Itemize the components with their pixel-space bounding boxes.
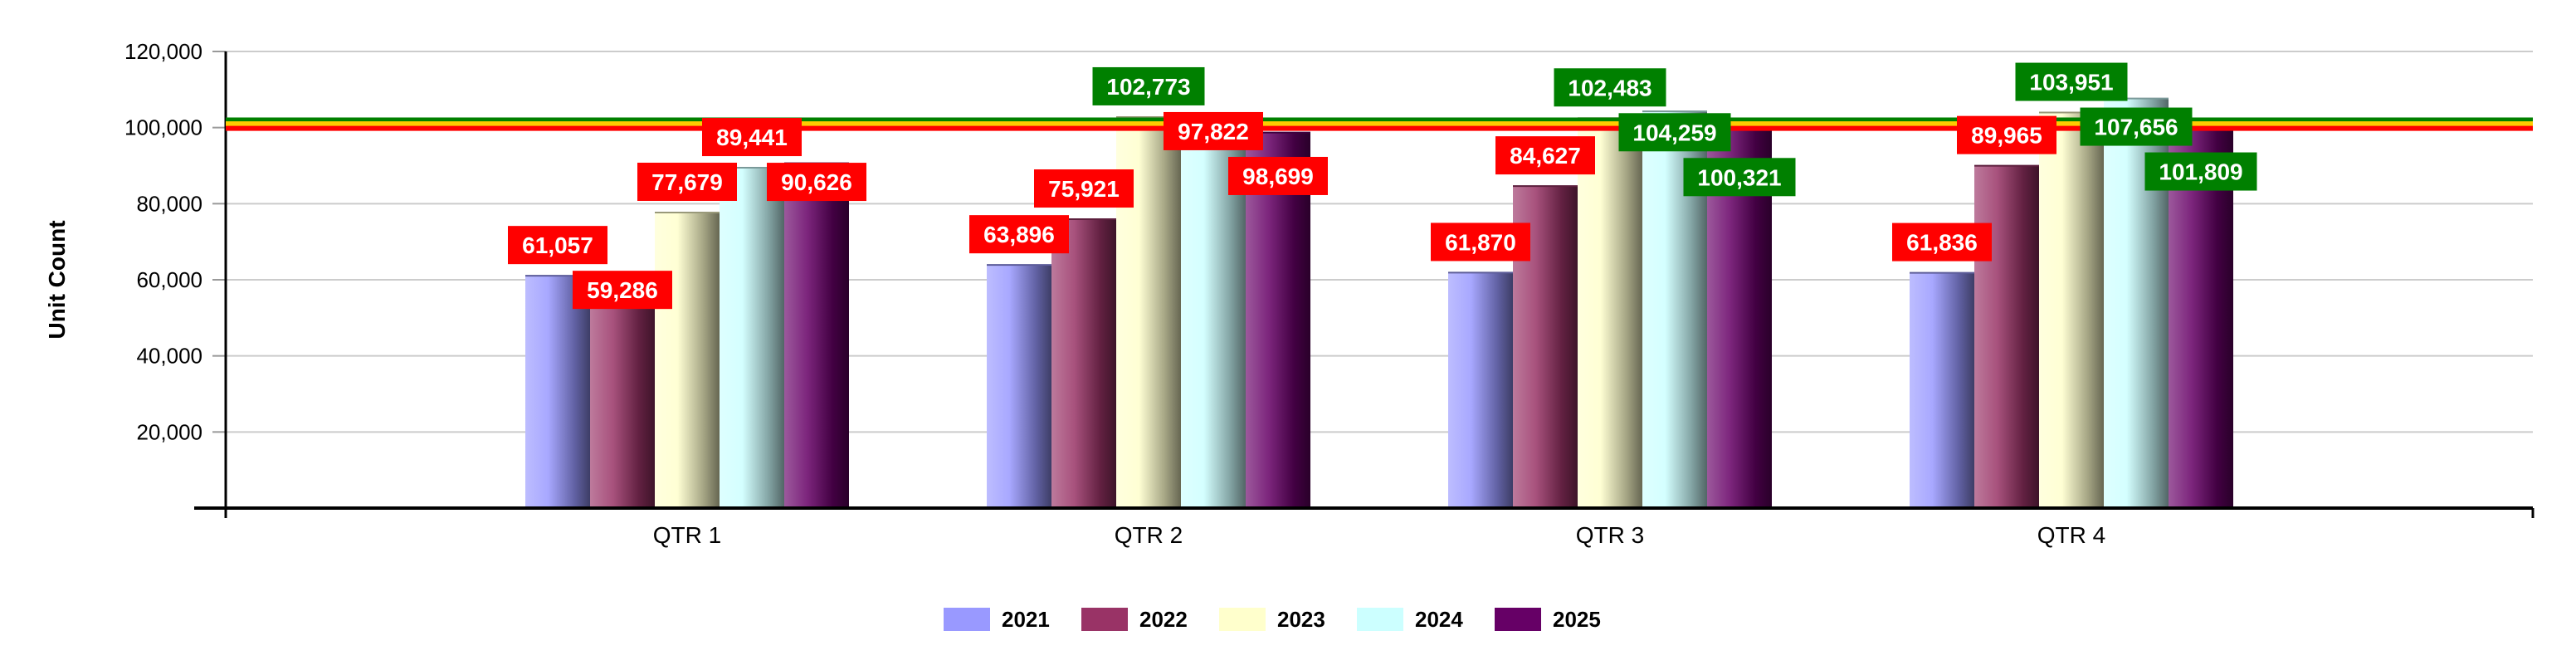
legend-swatch-2022 [1081, 608, 1128, 631]
bar-2024-qtr2 [1181, 135, 1246, 508]
legend-label-2021: 2021 [1002, 607, 1050, 632]
legend-swatch-2021 [944, 608, 990, 631]
bar-2021-qtr2 [987, 265, 1051, 508]
legend-swatch-2025 [1495, 608, 1541, 631]
y-tick-label: 80,000 [136, 191, 202, 216]
bar-2022-qtr4 [1974, 165, 2039, 509]
data-label: 61,836 [1906, 230, 1978, 256]
data-label-box [1164, 111, 1263, 150]
data-label: 77,679 [651, 169, 723, 195]
y-tick-label: 40,000 [136, 344, 202, 369]
legend-swatch-2023 [1219, 608, 1266, 631]
bar-2021-qtr1 [525, 276, 590, 508]
data-label: 89,965 [1971, 123, 2042, 149]
data-label-box [1683, 158, 1796, 197]
data-label-box [508, 226, 607, 265]
data-label: 103,951 [2029, 70, 2113, 95]
data-label: 59,286 [587, 277, 658, 303]
bar-2025-qtr2 [1246, 132, 1310, 508]
data-label-box [1092, 66, 1205, 105]
data-label-box [573, 271, 672, 310]
y-axis: 20,000 40,000 60,000 80,000 100,000 120,000 Un… [44, 39, 227, 509]
data-label-box [2080, 107, 2193, 146]
data-label-box [1892, 222, 1992, 262]
data-label-box [969, 215, 1069, 254]
data-label-box [1618, 113, 1731, 152]
data-label-box [2144, 152, 2257, 191]
data-label: 98,699 [1242, 164, 1314, 189]
data-label: 104,259 [1632, 120, 1716, 145]
bar-2024-qtr1 [720, 168, 784, 509]
data-label: 61,870 [1445, 229, 1516, 255]
data-labels: 61,057 59,286 77,679 89,441 90,626 63,896 75,9… [508, 62, 2257, 310]
x-tick-label: QTR 2 [1115, 522, 1183, 548]
data-label: 102,773 [1106, 74, 1190, 100]
y-axis-title: Unit Count [44, 220, 70, 339]
y-tick-label: 60,000 [136, 267, 202, 292]
data-label: 97,822 [1178, 119, 1249, 144]
bar-2023-qtr3 [1578, 118, 1642, 508]
bar-2021-qtr3 [1448, 272, 1513, 508]
data-label: 101,809 [2159, 159, 2242, 185]
data-label: 61,057 [522, 232, 593, 258]
legend-swatch-2024 [1357, 608, 1403, 631]
x-axis: QTR 1 QTR 2 QTR 3 QTR 4 [194, 506, 2535, 548]
bar-2025-qtr1 [784, 163, 849, 508]
data-label: 90,626 [781, 169, 852, 195]
data-label-box [1228, 156, 1328, 195]
data-label: 63,896 [983, 222, 1055, 247]
legend-label-2025: 2025 [1553, 607, 1601, 632]
data-label: 102,483 [1568, 75, 1651, 100]
data-label: 75,921 [1048, 176, 1120, 202]
bar-2021-qtr4 [1910, 272, 1974, 508]
data-label-box [767, 163, 866, 202]
data-label-box [1431, 222, 1530, 262]
data-label-box [1554, 68, 1666, 107]
legend-label-2022: 2022 [1139, 607, 1188, 632]
x-tick-label: QTR 1 [653, 522, 721, 548]
data-label: 84,627 [1510, 143, 1581, 169]
bar-2023-qtr1 [655, 212, 720, 508]
data-label-box [1957, 115, 2056, 154]
data-label-box [2015, 62, 2128, 101]
bars [525, 97, 2233, 509]
data-label-box [637, 162, 737, 201]
data-label-box [1495, 136, 1595, 175]
legend-label-2024: 2024 [1415, 607, 1463, 632]
x-tick-label: QTR 4 [2037, 522, 2105, 548]
data-label: 100,321 [1697, 164, 1781, 190]
data-label: 107,656 [2094, 115, 2178, 140]
legend: 2021 2022 2023 2024 2025 [944, 607, 1601, 632]
bar-2022-qtr2 [1051, 219, 1116, 508]
y-tick-label: 120,000 [124, 39, 202, 64]
bar-2022-qtr1 [590, 282, 655, 508]
legend-label-2023: 2023 [1277, 607, 1325, 632]
y-tick-label: 100,000 [124, 115, 202, 140]
x-tick-label: QTR 3 [1576, 522, 1644, 548]
data-label-box [702, 118, 802, 157]
data-label: 89,441 [716, 125, 788, 150]
data-label-box [1034, 169, 1134, 208]
y-tick-label: 20,000 [136, 419, 202, 444]
bar-2023-qtr4 [2039, 112, 2104, 508]
